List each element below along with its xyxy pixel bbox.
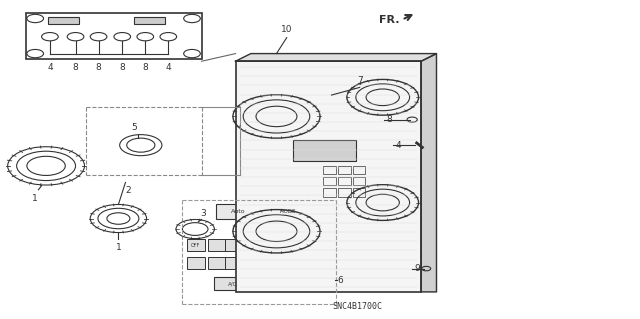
- Bar: [260, 257, 278, 269]
- Text: 1: 1: [116, 243, 121, 252]
- Text: SNC4B1700C: SNC4B1700C: [332, 302, 382, 311]
- Text: 8: 8: [96, 63, 101, 72]
- Bar: [260, 239, 278, 251]
- Bar: [208, 239, 226, 251]
- Bar: [214, 277, 252, 290]
- Bar: [216, 204, 260, 219]
- Bar: [243, 257, 260, 269]
- Text: 8: 8: [387, 115, 392, 124]
- Text: 8: 8: [120, 63, 125, 72]
- Bar: [338, 166, 351, 174]
- Bar: [353, 166, 365, 174]
- Text: 5: 5: [132, 123, 137, 132]
- Bar: [48, 17, 79, 24]
- Text: 8: 8: [73, 63, 78, 72]
- Bar: [338, 188, 351, 197]
- Polygon shape: [236, 61, 421, 292]
- Text: 6: 6: [337, 276, 343, 285]
- Polygon shape: [236, 54, 436, 61]
- Bar: [338, 177, 351, 185]
- Bar: [187, 257, 205, 269]
- Bar: [26, 13, 202, 59]
- Bar: [266, 204, 309, 219]
- Bar: [323, 166, 336, 174]
- Text: 4: 4: [166, 63, 171, 72]
- Bar: [293, 140, 356, 161]
- Text: 4: 4: [396, 141, 401, 150]
- Bar: [236, 61, 421, 292]
- Text: MODE: MODE: [279, 209, 296, 214]
- Text: A/C: A/C: [228, 281, 237, 286]
- Bar: [323, 177, 336, 185]
- Text: 7: 7: [357, 77, 362, 85]
- Bar: [225, 257, 243, 269]
- Bar: [353, 177, 365, 185]
- Bar: [353, 188, 365, 197]
- Polygon shape: [421, 54, 436, 292]
- Bar: [225, 239, 243, 251]
- Bar: [243, 239, 260, 251]
- Text: 2: 2: [125, 186, 131, 195]
- Text: 9: 9: [415, 264, 420, 273]
- Text: FR.: FR.: [379, 15, 399, 25]
- Bar: [187, 239, 205, 251]
- Text: Auto: Auto: [231, 209, 245, 214]
- Text: OFF: OFF: [191, 243, 200, 248]
- Bar: [323, 188, 336, 197]
- Text: 8: 8: [143, 63, 148, 72]
- Text: 4: 4: [47, 63, 52, 72]
- Bar: [134, 17, 165, 24]
- Text: 10: 10: [281, 26, 292, 34]
- Text: 3: 3: [201, 209, 206, 218]
- Text: 1: 1: [33, 194, 38, 203]
- Bar: [208, 257, 226, 269]
